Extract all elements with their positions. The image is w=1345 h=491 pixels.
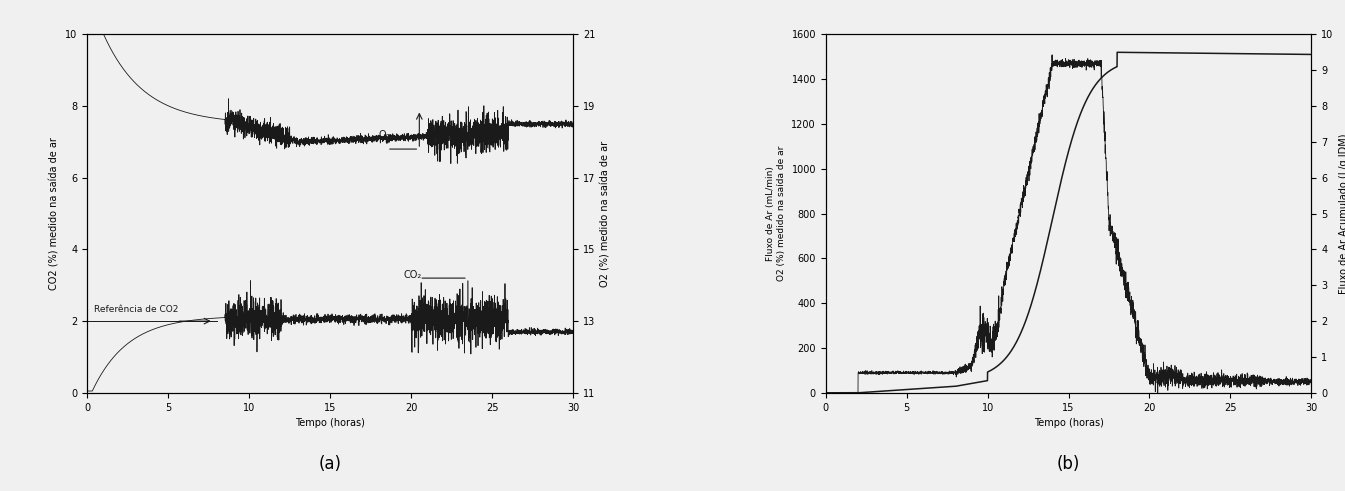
Text: (b): (b) <box>1057 456 1080 473</box>
X-axis label: Tempo (horas): Tempo (horas) <box>296 418 366 428</box>
Y-axis label: Fluxo de Ar (mL/min)
O2 (%) medido na saída de ar: Fluxo de Ar (mL/min) O2 (%) medido na sa… <box>767 146 785 281</box>
Y-axis label: O2 (%) medido na saída de ar: O2 (%) medido na saída de ar <box>601 140 611 287</box>
Text: (a): (a) <box>319 456 342 473</box>
Text: O₂: O₂ <box>379 130 390 140</box>
Y-axis label: CO2 (%) medido na saída de ar: CO2 (%) medido na saída de ar <box>50 137 61 290</box>
Text: Referência de CO2: Referência de CO2 <box>94 305 179 314</box>
X-axis label: Tempo (horas): Tempo (horas) <box>1033 418 1103 428</box>
Y-axis label: Fluxo de Ar Acumulado (L/g IDM): Fluxo de Ar Acumulado (L/g IDM) <box>1338 134 1345 294</box>
Text: CO₂: CO₂ <box>404 270 421 279</box>
